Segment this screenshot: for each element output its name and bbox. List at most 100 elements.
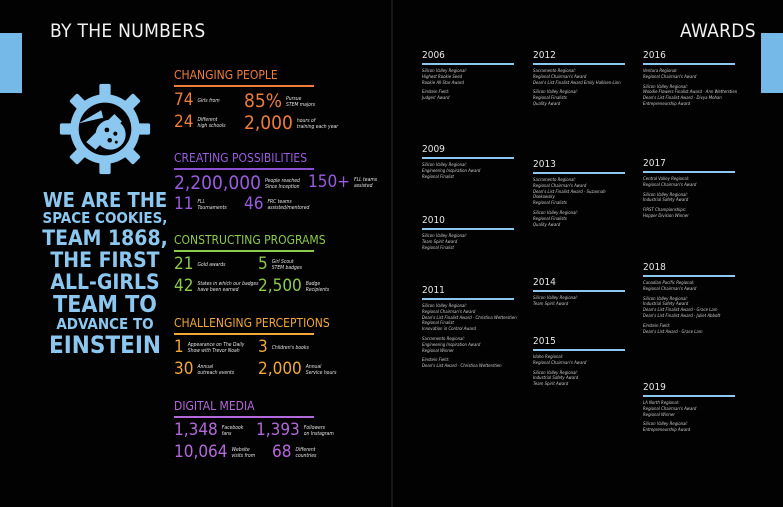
award-event: Silicon Valley Regional: Highest Rookie S…: [422, 69, 514, 86]
award-line: Dean's List Finalist Award - Juliet Abbo…: [643, 313, 721, 319]
stat-label: States in which our badges have been earn…: [197, 280, 259, 293]
award-line: Central Valley Regional:: [643, 177, 690, 182]
award-year-label: 2016: [643, 50, 666, 61]
space-cookie-gear-rocket-icon: [59, 83, 151, 175]
award-line: Team Spirit Award: [533, 382, 569, 388]
award-line: Canadian Pacific Regional:: [643, 281, 695, 286]
award-line: Woodie Flowers Finalist Award - Ann Wett…: [643, 90, 738, 96]
stat-label: Annual Service hours: [305, 363, 337, 376]
award-line: FIRST Championships:: [643, 208, 687, 214]
award-line: Sacramento Regional:: [422, 336, 465, 342]
award-event: Canadian Pacific Regional: Regional Chair…: [643, 281, 735, 293]
section-rule: [174, 416, 314, 418]
award-line: Sacramento Regional:: [533, 178, 576, 183]
tagline-line: THE FIRST: [50, 247, 160, 272]
award-line: Dean's List Finalist Award - Christina W…: [422, 315, 517, 321]
left-blue-tab: [0, 33, 22, 93]
stat-value: 2,000: [244, 112, 293, 134]
award-line: Dean's List Finalist Award - Suzannah: [533, 189, 606, 195]
award-event: Sacramento Regional: Regional Chairman's …: [533, 69, 625, 86]
award-line: LA North Regional:: [643, 401, 680, 406]
award-year: 2010 Silicon Valley Regional: Team Spirit …: [422, 215, 514, 255]
stat-value: 150+: [308, 172, 351, 192]
stat: 1,348 Facebook fans: [174, 422, 243, 439]
tagline-line: ALL-GIRLS: [50, 269, 160, 294]
stat-value: 10,064: [174, 442, 228, 462]
award-year-rule: [422, 157, 514, 159]
tagline-line: TEAM TO: [53, 291, 157, 318]
award-line: Innovation in Control Award: [422, 327, 476, 333]
stat-label: Followers on Instagram: [303, 424, 334, 437]
award-line: Regional Chairman's Award: [533, 360, 587, 366]
section-rule: [174, 250, 314, 252]
stat: 1 Appearance on The Daily Show with Trevo…: [174, 339, 244, 356]
award-year-label: 2013: [533, 159, 556, 170]
award-line: Ventura Regional:: [643, 69, 678, 74]
stat-label: Badge Recipients: [305, 280, 330, 293]
stat: 10,064 Website visits from: [174, 444, 255, 461]
stat-label: Children's books: [271, 344, 309, 351]
award-line: Silicon Valley Regional:: [643, 296, 688, 302]
award-line: Regional Finalist: [422, 321, 454, 327]
award-event: Silicon Valley Regional: Team Spirit Awar…: [422, 234, 514, 251]
stat-value: 74: [174, 90, 194, 110]
award-year-label: 2006: [422, 50, 445, 61]
stat-value: 1,393: [256, 420, 300, 440]
award-line: Engineering Inspiration Award: [422, 168, 481, 174]
stat: 46 FRC teams assisted/mentored: [244, 196, 309, 213]
stat: 85% Pursue STEM majors: [244, 92, 315, 111]
stat: 11 FLL Tournaments: [174, 196, 227, 213]
award-line: Silicon Valley Regional:: [643, 422, 688, 428]
award-line: Regional Winner: [643, 412, 675, 418]
award-year-rule: [533, 349, 625, 351]
award-event: Einstein Field: Judges' Award: [422, 90, 514, 102]
stat-label: Girls from: [197, 97, 220, 104]
award-line: Highest Rookie Seed: [422, 74, 463, 80]
award-year-rule: [422, 63, 514, 65]
tagline-line: SPACE COOKIES,: [42, 209, 168, 227]
stat-value: 46: [244, 194, 264, 214]
stat-label: Girl Scout STEM badges: [271, 258, 302, 271]
award-year-rule: [533, 290, 625, 292]
award-event: Ventura Regional: Regional Chairman's Awa…: [643, 69, 737, 81]
award-year-label: 2010: [422, 215, 445, 226]
award-event: Sacramento Regional: Engineering Inspirat…: [422, 337, 517, 354]
award-year-label: 2015: [533, 336, 556, 347]
stat-value: 1,348: [174, 420, 218, 440]
section-title: CONSTRUCTING PROGRAMS: [174, 233, 326, 247]
right-blue-tab: [761, 33, 783, 93]
stat-label: Annual outreach events: [197, 363, 235, 376]
stat-value: 30: [174, 359, 194, 379]
award-line: Regional Chairman's Award: [533, 183, 587, 189]
stat: 2,000 hours of training each year: [244, 114, 338, 133]
team-tagline: WE ARE THE SPACE COOKIES, TEAM 1868, THE…: [40, 190, 170, 358]
award-event: Silicon Valley Regional: Woodie Flowers F…: [643, 85, 737, 108]
award-year: 2013 Sacramento Regional: Regional Chairma…: [533, 159, 625, 232]
award-line: Osekowsky: [533, 195, 555, 201]
award-line: Dean's List Finalist Award Emily Hallise…: [533, 80, 621, 86]
award-line: Entrepreneurship Award: [643, 428, 691, 434]
award-year-label: 2017: [643, 158, 666, 169]
award-line: Silicon Valley Regional:: [533, 296, 578, 301]
award-year-label: 2019: [643, 382, 666, 393]
award-line: Einstein Field:: [643, 323, 671, 329]
stat-label: hours of training each year: [296, 117, 339, 130]
award-event: Einstein Field: Dean's List Award - Chris…: [422, 358, 517, 370]
stat-value: 2,000: [258, 359, 302, 379]
award-event: Silicon Valley Regional: Team Spirit Awar…: [533, 296, 625, 308]
award-year-label: 2018: [643, 262, 666, 273]
stat-value: 21: [174, 254, 194, 274]
tagline-line: EINSTEIN: [49, 330, 161, 359]
section-digital-media: DIGITAL MEDIA: [174, 399, 314, 418]
stat-label: FLL teams assisted: [354, 176, 378, 189]
right-page-header: AWARDS: [680, 20, 756, 42]
stat-label: Pursue STEM majors: [286, 95, 316, 108]
award-year: 2018 Canadian Pacific Regional: Regional C…: [643, 262, 735, 339]
award-line: Silicon Valley Regional:: [533, 210, 578, 216]
stat: 2,500 Badge Recipients: [258, 278, 329, 295]
section-title: DIGITAL MEDIA: [174, 399, 255, 413]
award-line: Regional Finalist: [422, 245, 454, 251]
award-line: Regional Chairman's Award: [643, 406, 697, 412]
award-year: 2009 Silicon Valley Regional: Engineering …: [422, 144, 514, 184]
